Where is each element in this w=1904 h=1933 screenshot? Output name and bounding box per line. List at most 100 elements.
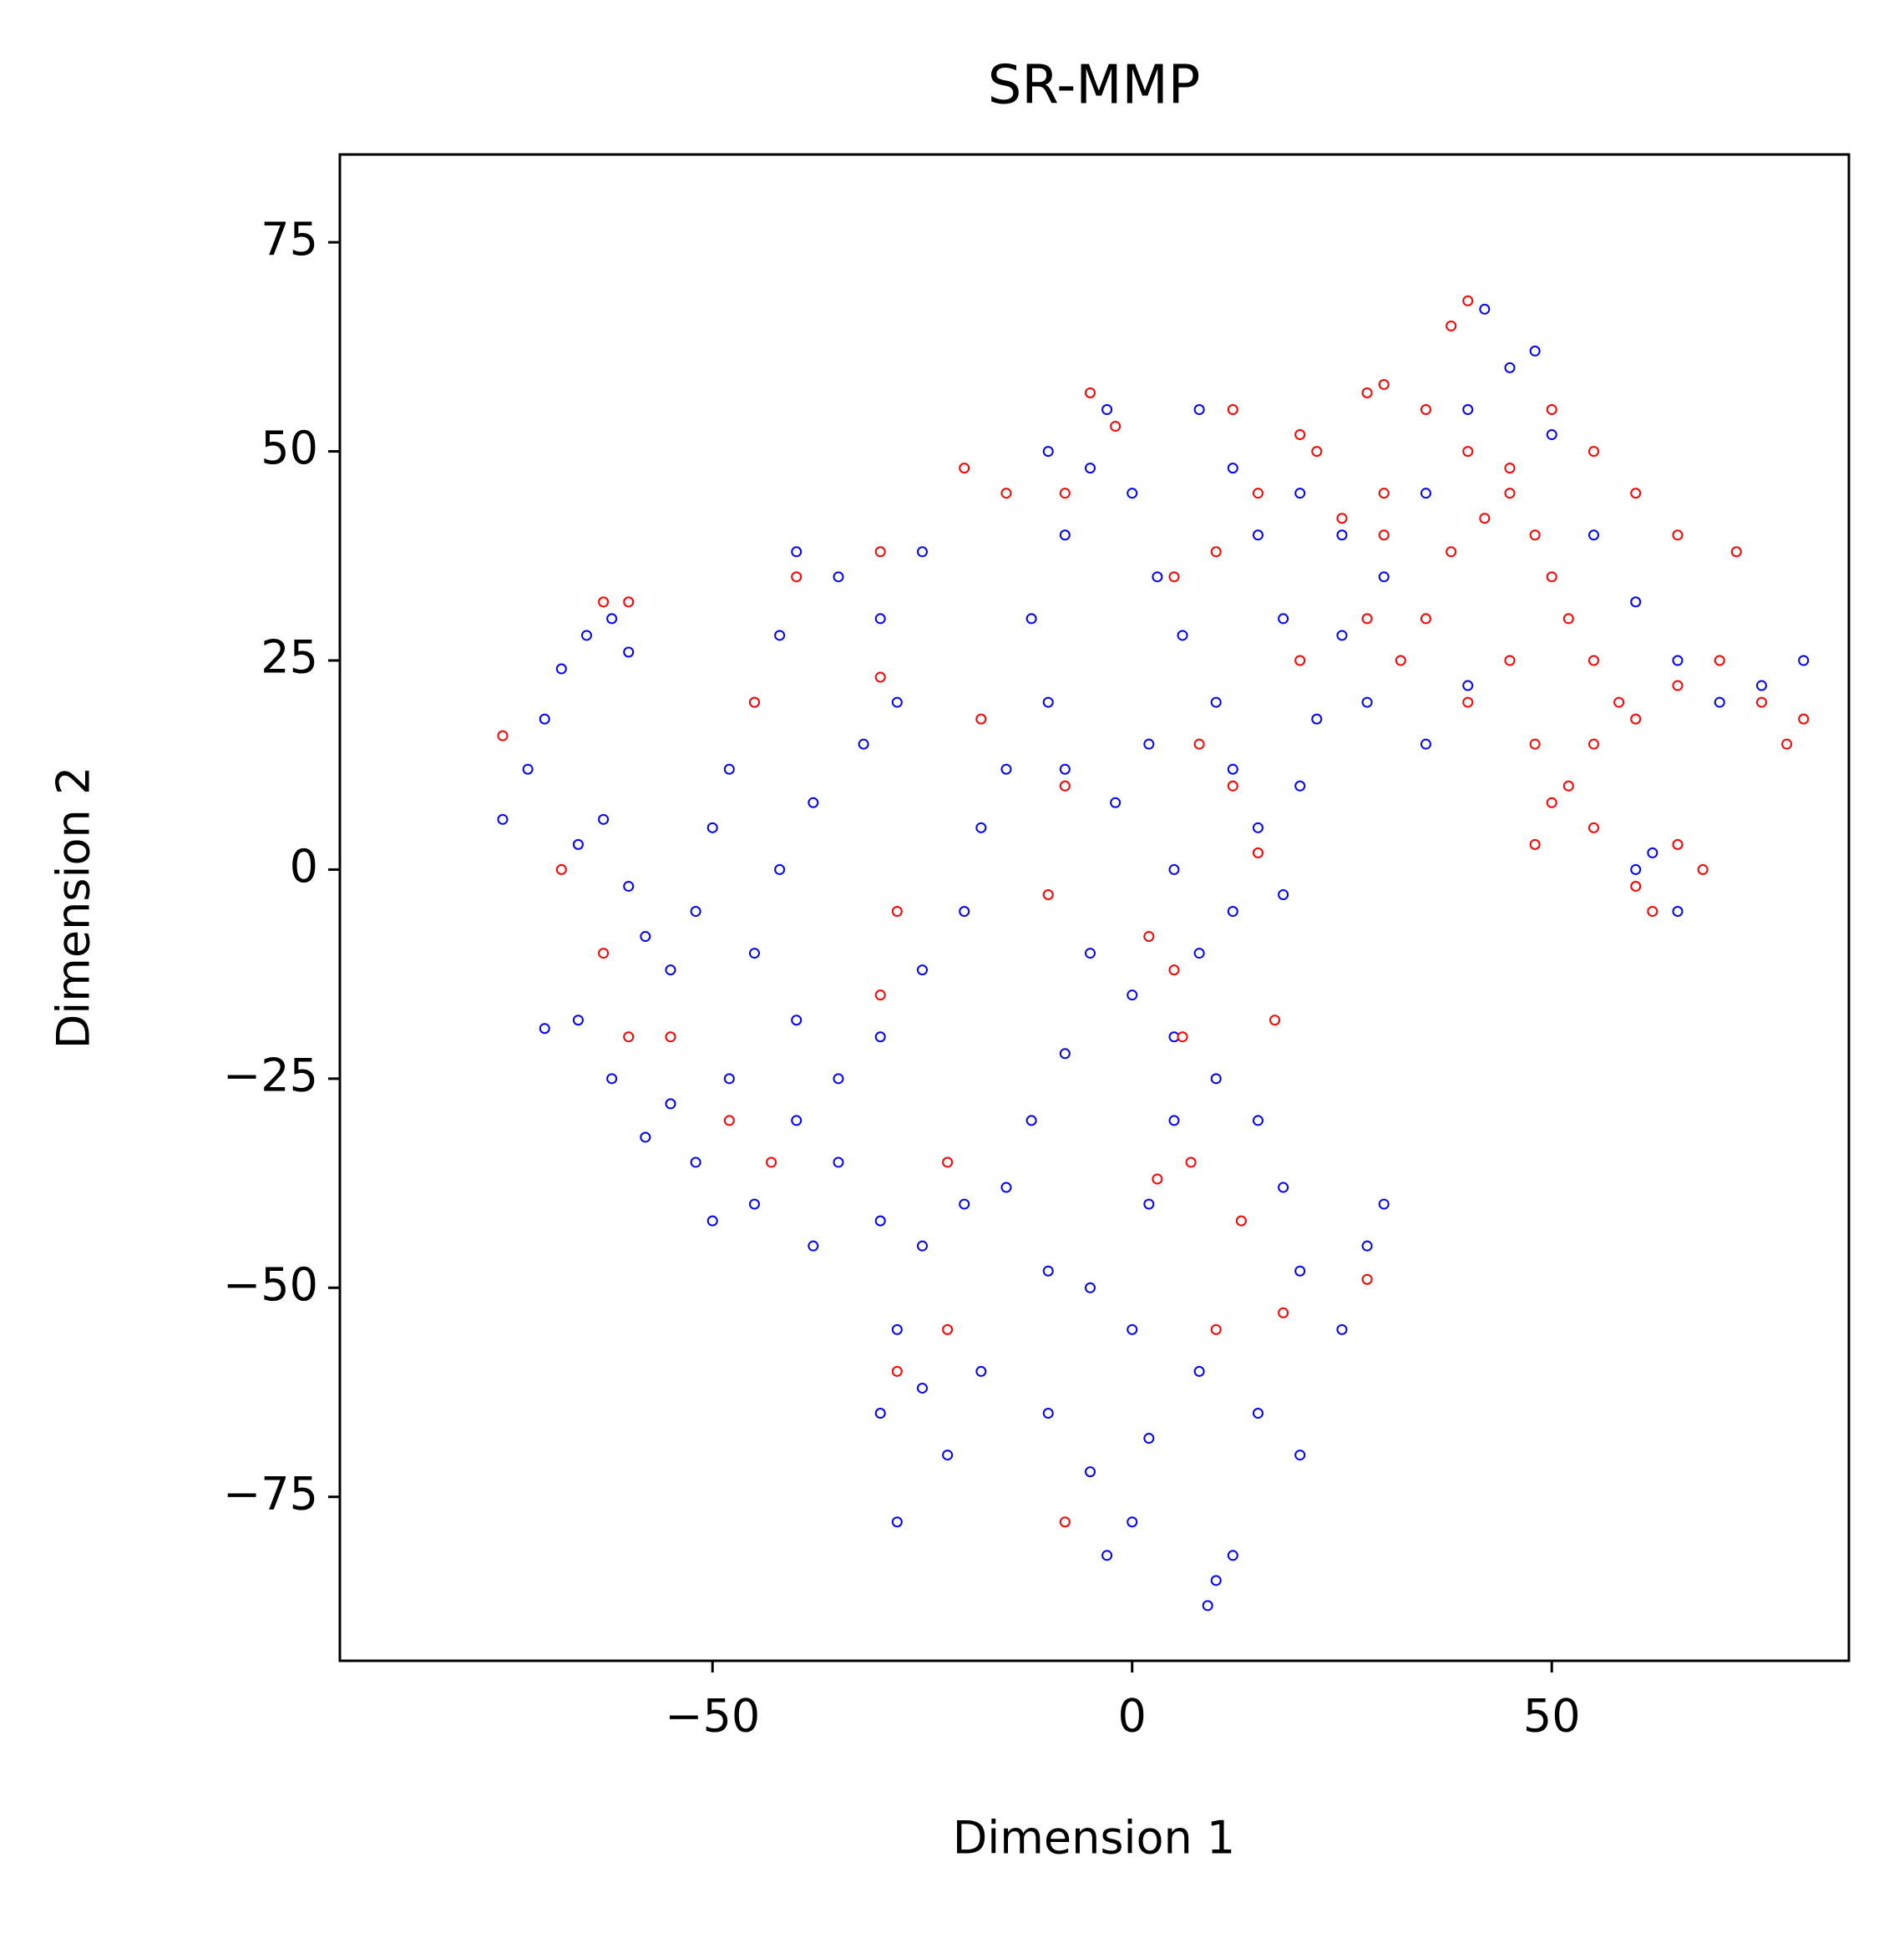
point bbox=[1252, 847, 1263, 858]
point bbox=[497, 813, 509, 825]
point bbox=[1546, 571, 1557, 583]
point bbox=[1193, 948, 1205, 959]
point bbox=[1504, 655, 1516, 666]
point bbox=[706, 1215, 718, 1227]
point bbox=[1378, 378, 1390, 390]
point bbox=[1311, 446, 1323, 458]
point bbox=[791, 546, 803, 558]
point bbox=[1042, 1265, 1054, 1277]
point bbox=[959, 463, 970, 474]
y-tick-label: −25 bbox=[223, 1049, 318, 1101]
point bbox=[1361, 1273, 1373, 1285]
point bbox=[791, 1115, 803, 1126]
point bbox=[766, 1156, 777, 1168]
point bbox=[598, 813, 610, 825]
point bbox=[1210, 696, 1222, 708]
point bbox=[791, 1015, 803, 1026]
point bbox=[1462, 295, 1474, 306]
point bbox=[598, 948, 610, 959]
point bbox=[942, 1156, 954, 1168]
point bbox=[1361, 1240, 1373, 1252]
point bbox=[1059, 780, 1071, 792]
point bbox=[1588, 446, 1599, 458]
point bbox=[1546, 404, 1557, 416]
point bbox=[1588, 738, 1599, 750]
point bbox=[1042, 446, 1054, 458]
point bbox=[572, 838, 584, 850]
point bbox=[1504, 463, 1516, 474]
point bbox=[1042, 888, 1054, 900]
x-tick-label: 50 bbox=[1523, 1690, 1581, 1743]
point bbox=[891, 1365, 903, 1377]
point bbox=[1378, 1198, 1390, 1210]
point bbox=[942, 1323, 954, 1335]
y-tick-label: 0 bbox=[290, 840, 318, 893]
x-tick-label: −50 bbox=[665, 1690, 760, 1743]
point bbox=[1479, 513, 1491, 524]
point bbox=[1278, 1182, 1289, 1193]
point bbox=[1294, 488, 1306, 499]
point bbox=[874, 1408, 886, 1419]
point bbox=[1613, 696, 1625, 708]
point bbox=[1294, 1265, 1306, 1277]
point bbox=[959, 906, 970, 918]
point bbox=[1420, 488, 1431, 499]
point bbox=[1714, 696, 1725, 708]
point bbox=[580, 630, 592, 641]
point bbox=[1278, 1307, 1289, 1318]
point bbox=[1269, 1015, 1281, 1026]
point bbox=[874, 613, 886, 625]
point bbox=[1101, 404, 1113, 416]
point bbox=[1798, 655, 1810, 666]
point bbox=[1630, 713, 1642, 725]
y-tick-label: 75 bbox=[261, 213, 318, 266]
point bbox=[1143, 1198, 1155, 1210]
point bbox=[1059, 529, 1071, 541]
point bbox=[1042, 696, 1054, 708]
point bbox=[497, 730, 509, 741]
point bbox=[748, 1198, 760, 1210]
point bbox=[1336, 529, 1348, 541]
point bbox=[1672, 906, 1684, 918]
point bbox=[623, 596, 635, 608]
point bbox=[1168, 863, 1180, 875]
point bbox=[1336, 513, 1348, 524]
y-tick-label: −75 bbox=[223, 1467, 318, 1520]
point bbox=[1798, 713, 1810, 725]
point bbox=[1462, 446, 1474, 458]
point bbox=[791, 571, 803, 583]
point bbox=[1546, 429, 1557, 441]
x-axis-label: Dimension 1 bbox=[953, 1812, 1236, 1865]
chart-title: SR-MMP bbox=[988, 55, 1201, 117]
point bbox=[1042, 1408, 1054, 1419]
point bbox=[1420, 613, 1431, 625]
point bbox=[1462, 680, 1474, 691]
point bbox=[1110, 421, 1122, 433]
point bbox=[1000, 488, 1012, 499]
point bbox=[1059, 1048, 1071, 1060]
point bbox=[1210, 1323, 1222, 1335]
point bbox=[1193, 404, 1205, 416]
y-tick-label: −50 bbox=[223, 1258, 318, 1311]
point bbox=[808, 797, 819, 808]
point bbox=[1395, 655, 1406, 666]
point bbox=[1210, 1575, 1222, 1586]
point bbox=[1202, 1600, 1213, 1612]
point bbox=[916, 546, 928, 558]
point bbox=[1084, 387, 1096, 398]
point bbox=[833, 571, 844, 583]
point bbox=[1000, 763, 1012, 775]
point bbox=[891, 1323, 903, 1335]
point bbox=[1504, 362, 1516, 373]
point bbox=[723, 1073, 735, 1085]
point bbox=[1714, 655, 1725, 666]
point bbox=[1479, 303, 1491, 315]
point bbox=[555, 663, 567, 675]
point bbox=[891, 696, 903, 708]
point bbox=[1252, 1115, 1263, 1126]
point bbox=[748, 696, 760, 708]
point bbox=[1252, 1408, 1263, 1419]
point bbox=[1152, 1173, 1163, 1185]
point bbox=[748, 948, 760, 959]
point bbox=[1529, 738, 1541, 750]
